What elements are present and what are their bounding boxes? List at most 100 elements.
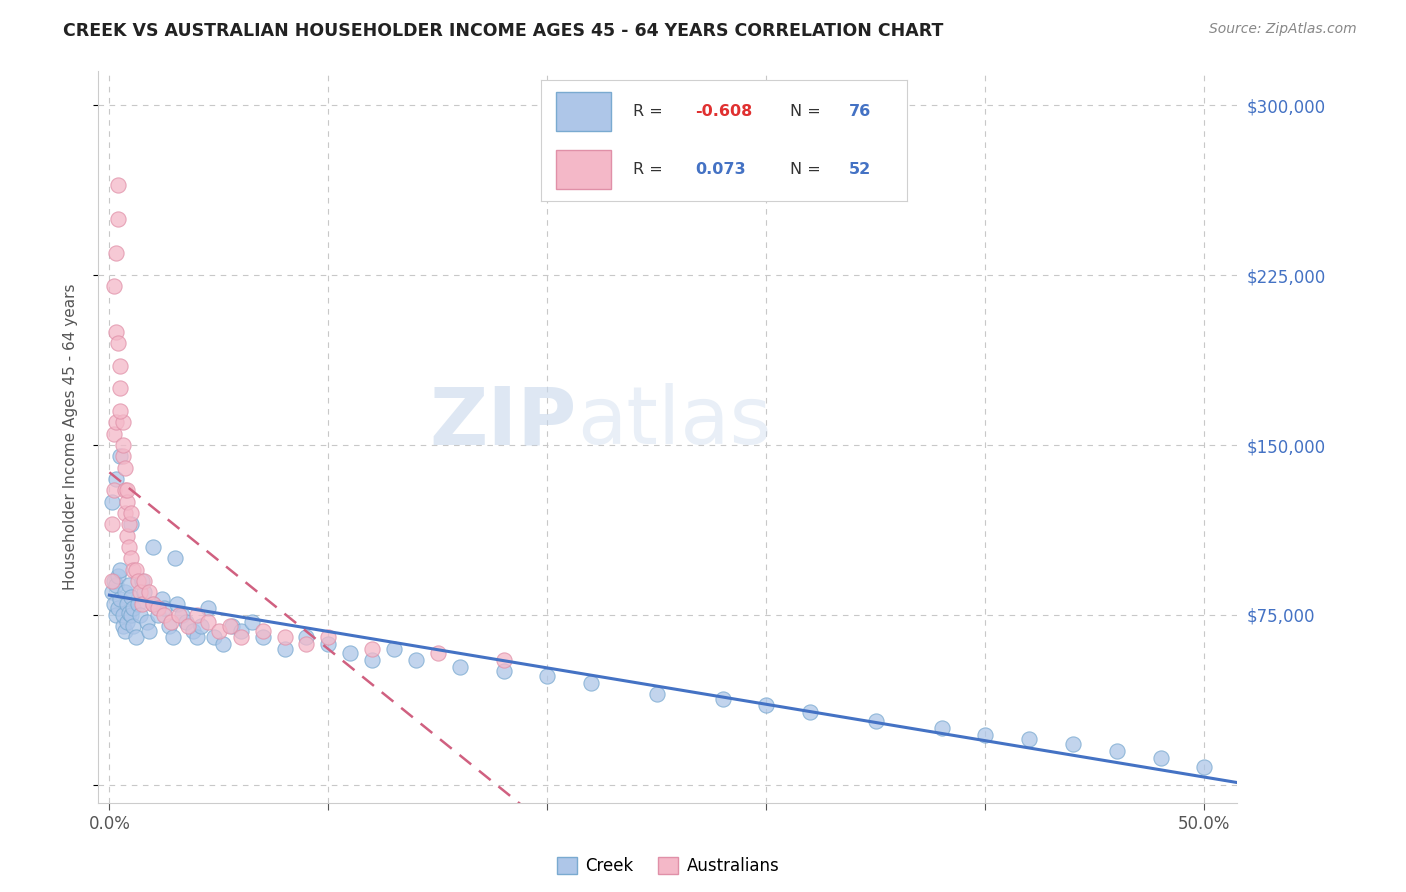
Point <box>142 540 165 554</box>
Point <box>166 597 188 611</box>
Point <box>142 597 165 611</box>
Point <box>221 619 243 633</box>
FancyBboxPatch shape <box>555 93 610 131</box>
Point <box>110 563 132 577</box>
Point <box>115 528 138 542</box>
Point <box>579 675 602 690</box>
Point <box>110 592 132 607</box>
Point <box>118 606 141 620</box>
Point <box>1062 737 1084 751</box>
Point <box>129 585 152 599</box>
Text: atlas: atlas <box>576 384 770 461</box>
Point <box>162 631 184 645</box>
Point <box>107 211 129 226</box>
Point <box>104 472 127 486</box>
Point <box>103 483 125 498</box>
Point <box>361 641 384 656</box>
Text: 76: 76 <box>848 104 870 120</box>
Point <box>107 178 129 192</box>
Text: Source: ZipAtlas.com: Source: ZipAtlas.com <box>1209 22 1357 37</box>
Point <box>118 517 141 532</box>
Text: ZIP: ZIP <box>429 384 576 461</box>
Point <box>382 641 405 656</box>
Point <box>165 551 187 566</box>
Text: 0.073: 0.073 <box>695 161 745 177</box>
Point <box>104 607 127 622</box>
Point <box>120 506 142 520</box>
Point <box>150 592 173 607</box>
Point <box>197 601 219 615</box>
Point <box>170 607 193 622</box>
Point <box>492 653 515 667</box>
Point <box>118 540 141 554</box>
Point <box>252 631 274 645</box>
Point <box>218 619 240 633</box>
Point <box>129 607 152 622</box>
Point <box>146 607 169 622</box>
Point <box>114 460 136 475</box>
Point <box>405 653 427 667</box>
Text: N =: N = <box>790 161 821 177</box>
Point <box>104 325 127 339</box>
Point <box>142 597 165 611</box>
Point <box>111 450 134 464</box>
Point <box>107 336 129 351</box>
Point <box>318 631 340 645</box>
Point <box>169 607 191 622</box>
Point <box>799 705 821 719</box>
Point <box>110 450 132 464</box>
Point <box>186 631 208 645</box>
Point <box>104 245 127 260</box>
Point <box>146 601 169 615</box>
Point <box>157 619 180 633</box>
Point <box>103 279 125 293</box>
Y-axis label: Householder Income Ages 45 - 64 years: Householder Income Ages 45 - 64 years <box>63 284 77 591</box>
Point <box>124 631 146 645</box>
Point <box>114 585 136 599</box>
Point <box>120 607 142 622</box>
Point <box>361 653 384 667</box>
Point <box>114 506 136 520</box>
Point <box>127 574 149 588</box>
Point <box>131 574 153 588</box>
Point <box>159 615 181 629</box>
Point <box>103 597 125 611</box>
Point <box>110 381 132 395</box>
Point <box>492 665 515 679</box>
Point <box>273 631 295 645</box>
Point <box>104 578 127 592</box>
Point <box>107 601 129 615</box>
Point <box>115 597 138 611</box>
Text: 52: 52 <box>848 161 870 177</box>
Point <box>974 728 997 742</box>
Point <box>711 691 734 706</box>
Point <box>107 569 129 583</box>
Point <box>115 483 138 498</box>
FancyBboxPatch shape <box>555 150 610 188</box>
Point <box>1105 744 1128 758</box>
Text: R =: R = <box>633 161 662 177</box>
Point <box>252 624 274 638</box>
Point <box>190 619 212 633</box>
Point <box>100 517 122 532</box>
Point <box>100 585 122 599</box>
Point <box>120 517 142 532</box>
Point <box>865 714 887 729</box>
Point <box>426 646 449 660</box>
Legend: Creek, Australians: Creek, Australians <box>557 856 779 875</box>
Point <box>229 631 252 645</box>
Point <box>111 619 134 633</box>
Point <box>212 637 235 651</box>
Point <box>114 483 136 498</box>
Point <box>135 615 157 629</box>
Point <box>645 687 668 701</box>
Point <box>127 597 149 611</box>
Point <box>118 578 141 592</box>
Point <box>100 494 122 508</box>
Point <box>122 563 145 577</box>
Point <box>229 624 252 638</box>
Point <box>208 624 231 638</box>
Point <box>153 607 176 622</box>
Point <box>755 698 778 713</box>
Point <box>186 607 208 622</box>
